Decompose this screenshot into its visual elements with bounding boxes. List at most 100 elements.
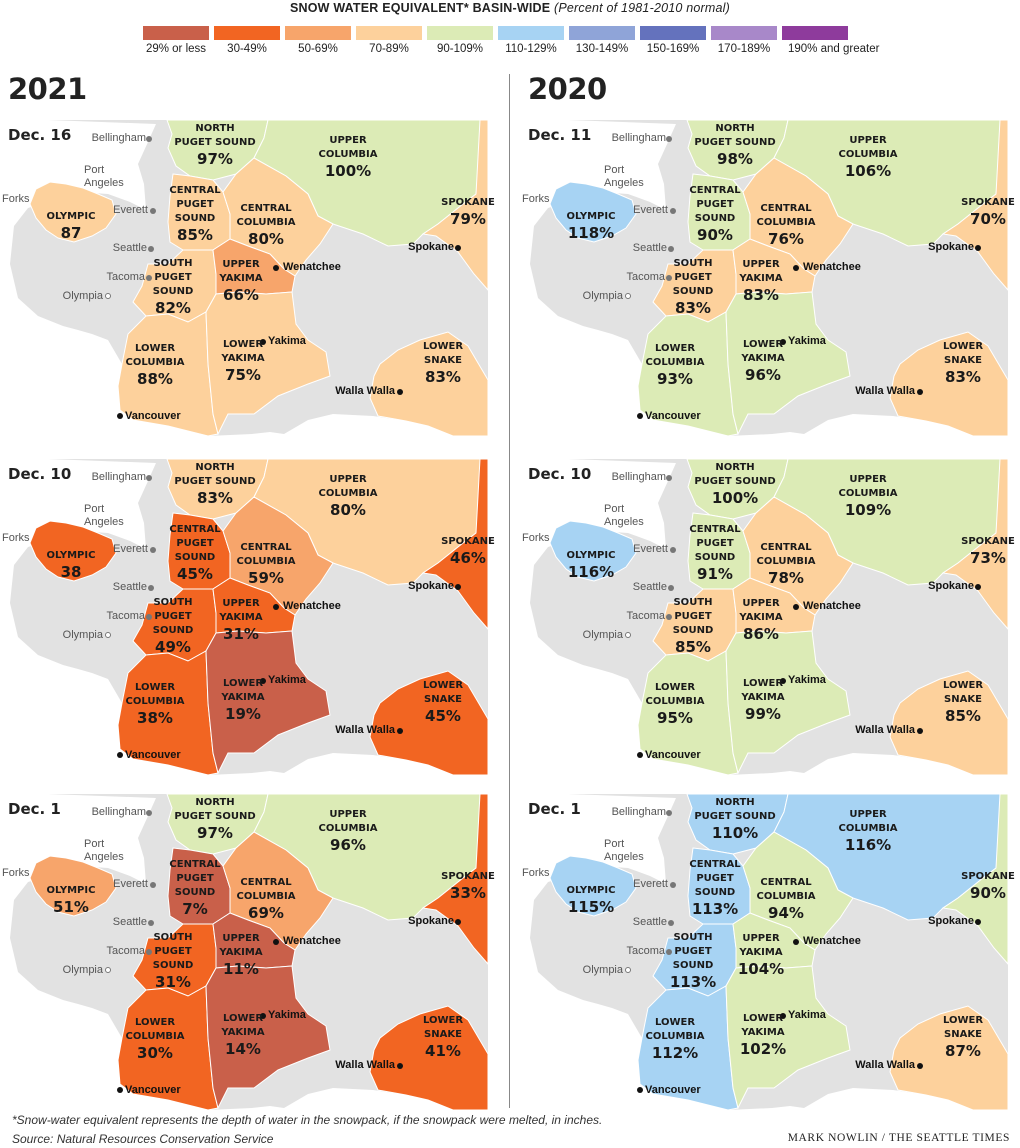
basin-map-2020-1: Dec. 10 Bellingham Port Angeles Forks Everett… (522, 453, 1020, 776)
basin-label-lower-yakima: LOWER YAKIMA 14% (221, 1012, 264, 1058)
map-date: Dec. 1 (528, 800, 581, 818)
city-label-yakima: Yakima (788, 335, 826, 347)
basin-label-north-puget: NORTH PUGET SOUND 98% (694, 122, 775, 168)
basin-label-central-puget: CENTRAL PUGET SOUND 45% (169, 523, 220, 583)
basin-name: SOUTH PUGET SOUND (672, 258, 714, 297)
basin-name: LOWER COLUMBIA (125, 343, 185, 368)
city-label-forks: Forks (2, 193, 30, 205)
basin-lower-snake (369, 670, 489, 776)
city-label-yakima: Yakima (268, 335, 306, 347)
basin-label-lower-snake: LOWER SNAKE 83% (423, 340, 463, 386)
basin-label-olympic: OLYMPIC 38 (47, 549, 96, 581)
legend-item: 130-149% (569, 26, 635, 55)
city-label-olympia: Olympia (582, 964, 623, 976)
basin-label-central-columbia: CENTRAL COLUMBIA 69% (236, 876, 295, 922)
basin-name: UPPER YAKIMA (739, 598, 783, 623)
basin-label-olympic: OLYMPIC 118% (567, 210, 616, 242)
basin-name: UPPER COLUMBIA (318, 135, 378, 160)
city-label-port-angeles: Port Angeles (84, 164, 124, 189)
basin-name: SPOKANE (961, 871, 1015, 882)
basin-value: 104% (737, 960, 785, 978)
legend-swatch (427, 26, 493, 40)
basin-label-olympic: OLYMPIC 87 (47, 210, 96, 242)
basin-upper-yakima (732, 238, 816, 295)
basin-name: NORTH PUGET SOUND (694, 462, 776, 487)
basin-name: LOWER YAKIMA (221, 339, 265, 364)
basin-name: CENTRAL PUGET SOUND (169, 859, 221, 898)
basin-name: LOWER YAKIMA (221, 1013, 265, 1038)
basin-name: LOWER COLUMBIA (645, 343, 705, 368)
legend-label: 90-109% (436, 43, 484, 55)
basin-name: LOWER COLUMBIA (645, 1017, 705, 1042)
basin-value: 33% (450, 884, 486, 902)
city-label-tacoma: Tacoma (106, 271, 145, 283)
basin-label-south-puget: SOUTH PUGET SOUND 113% (670, 931, 716, 991)
basin-label-upper-yakima: UPPER YAKIMA 31% (219, 597, 262, 643)
city-label-seattle: Seattle (632, 242, 667, 254)
basin-value: 46% (450, 549, 486, 567)
basin-olympic (549, 855, 637, 917)
basin-name: SOUTH PUGET SOUND (152, 932, 194, 971)
basin-name: LOWER SNAKE (942, 1015, 984, 1040)
legend-swatch (214, 26, 280, 40)
basin-value: 112% (651, 1044, 699, 1062)
city-label-vancouver: Vancouver (125, 1084, 181, 1096)
basin-name: SPOKANE (961, 536, 1015, 547)
basin-label-olympic: OLYMPIC 115% (567, 884, 616, 916)
city-label-everett: Everett (633, 204, 668, 216)
basin-label-lower-columbia: LOWER COLUMBIA 38% (125, 681, 184, 727)
credit-line: MARK NOWLIN / THE SEATTLE TIMES (787, 1132, 1010, 1144)
basin-value: 31% (155, 973, 191, 991)
legend-item: 30-49% (214, 26, 280, 55)
basin-name: CENTRAL COLUMBIA (756, 542, 816, 567)
city-marker (666, 136, 672, 142)
map-date: Dec. 10 (528, 465, 592, 483)
city-marker (670, 208, 676, 214)
basin-label-lower-columbia: LOWER COLUMBIA 93% (645, 342, 704, 388)
basin-label-central-columbia: CENTRAL COLUMBIA 59% (236, 541, 295, 587)
basin-lower-snake (889, 1005, 1009, 1111)
basin-label-central-puget: CENTRAL PUGET SOUND 91% (689, 523, 740, 583)
city-marker (666, 810, 672, 816)
basin-label-south-puget: SOUTH PUGET SOUND 83% (673, 257, 714, 317)
basin-label-spokane: SPOKANE 73% (961, 535, 1015, 567)
basin-label-lower-yakima: LOWER YAKIMA 96% (741, 338, 784, 384)
city-label-spokane: Spokane (408, 580, 454, 592)
basin-value: 85% (945, 707, 981, 725)
basin-name: SOUTH PUGET SOUND (672, 597, 714, 636)
basin-value: 116% (567, 563, 615, 581)
city-label-seattle: Seattle (112, 242, 147, 254)
city-marker (666, 275, 672, 281)
basin-value: 87 (60, 224, 82, 242)
basin-value: 95% (657, 709, 693, 727)
basin-name: CENTRAL PUGET SOUND (689, 185, 741, 224)
city-label-wenatchee: Wenatchee (803, 261, 861, 273)
basin-label-central-columbia: CENTRAL COLUMBIA 78% (756, 541, 815, 587)
city-label-port-angeles: Port Angeles (84, 503, 124, 528)
legend-item: 190% and greater (782, 26, 879, 55)
basin-name: UPPER COLUMBIA (318, 474, 378, 499)
city-marker (780, 339, 786, 345)
city-marker (793, 939, 799, 945)
basin-value: 83% (675, 299, 711, 317)
basin-name: LOWER YAKIMA (741, 339, 785, 364)
basin-label-lower-columbia: LOWER COLUMBIA 95% (645, 681, 704, 727)
basin-value: 110% (711, 824, 759, 842)
city-label-tacoma: Tacoma (106, 945, 145, 957)
legend-label: 110-129% (505, 43, 557, 55)
city-marker (668, 246, 674, 252)
basin-name: UPPER COLUMBIA (838, 809, 898, 834)
legend-item: 70-89% (356, 26, 422, 55)
basin-upper-yakima (212, 577, 296, 634)
city-marker (637, 413, 643, 419)
basin-north-puget (166, 119, 269, 181)
basin-value: 66% (223, 286, 259, 304)
basin-label-lower-snake: LOWER SNAKE 87% (943, 1014, 983, 1060)
city-marker (397, 728, 403, 734)
basin-label-upper-columbia: UPPER COLUMBIA 100% (318, 134, 377, 180)
city-marker (105, 293, 111, 299)
city-label-walla-walla: Walla Walla (855, 1059, 915, 1071)
basin-name: LOWER COLUMBIA (125, 682, 185, 707)
city-label-port-angeles: Port Angeles (604, 838, 644, 863)
basin-value: 70% (970, 210, 1006, 228)
